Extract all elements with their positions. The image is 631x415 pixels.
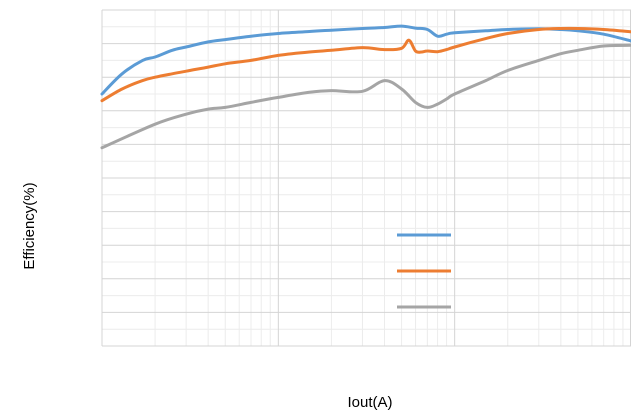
chart-legend bbox=[397, 233, 451, 309]
chart-series-layer bbox=[100, 24, 631, 150]
x-axis-label: Iout(A) bbox=[347, 394, 392, 411]
series-line-2 bbox=[100, 26, 631, 103]
y-axis-label: Efficiency(%) bbox=[21, 182, 38, 269]
chart-gridlines bbox=[101, 9, 631, 347]
series-line-3 bbox=[100, 43, 631, 150]
